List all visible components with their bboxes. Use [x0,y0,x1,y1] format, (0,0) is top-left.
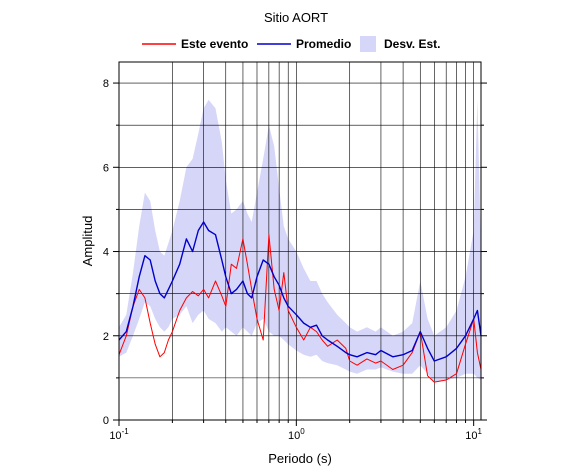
plot-frame [118,61,482,421]
y-tick-label: 2 [103,331,109,343]
y-tick-label: 6 [103,162,109,174]
chart-title: Sitio AORT [264,10,328,25]
x-axis-title: Periodo (s) [268,451,332,466]
std-band [119,99,481,383]
legend-swatch-desv-est [360,36,376,52]
y-tick-label: 0 [103,415,109,427]
tick-layer: 0 2 4 6 8 10-1 100 101 [103,78,487,442]
y-axis-title: Amplitud [80,216,95,267]
series-line-este-evento [118,234,482,383]
x-tick-label: 100 [288,427,305,442]
series-layer [118,221,482,383]
series-line-promedio [118,221,482,362]
legend-label-promedio: Promedio [296,37,351,51]
legend: Este evento Promedio Desv. Est. [142,36,440,52]
y-tick-label: 8 [103,78,109,90]
std-band-layer [119,99,481,383]
legend-label-desv-est: Desv. Est. [384,37,440,51]
x-tick-label: 10-1 [109,427,129,442]
y-tick-label: 4 [103,247,109,259]
legend-label-este-evento: Este evento [181,37,248,51]
x-tick-label: 101 [465,427,482,442]
